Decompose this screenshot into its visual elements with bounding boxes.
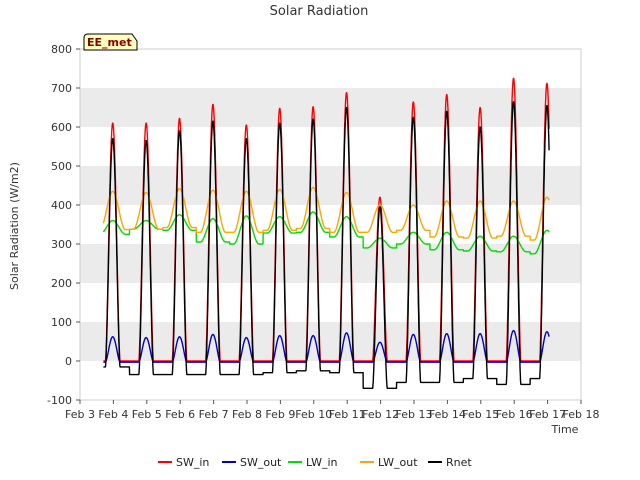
series-layer <box>102 77 550 389</box>
y-axis-label: Solar Radiation (W/m2) <box>8 162 21 290</box>
series-line-lw-in <box>102 211 550 255</box>
legend-label-sw-out: SW_out <box>240 456 282 469</box>
x-tick-label: Feb 6 <box>165 408 195 421</box>
x-tick-label: Feb 4 <box>98 408 128 421</box>
y-tick-label: 100 <box>51 316 72 329</box>
x-tick-label: Feb 15 <box>462 408 499 421</box>
x-tick-label: Feb 17 <box>529 408 566 421</box>
grid-band <box>80 322 581 361</box>
station-badge: EE_met <box>83 33 138 51</box>
x-tick-label: Feb 3 <box>65 408 95 421</box>
grid-band <box>80 244 581 283</box>
y-tick-label: 400 <box>51 199 72 212</box>
y-tick-label: 500 <box>51 160 72 173</box>
x-tick-label: Feb 11 <box>329 408 366 421</box>
x-tick-label: Feb 12 <box>362 408 399 421</box>
y-axis: -100 0 100 200 300 400 500 600 700 800 <box>47 43 80 407</box>
series-line-rnet <box>102 101 550 389</box>
x-tick-label: Feb 10 <box>295 408 332 421</box>
legend-label-lw-out: LW_out <box>378 456 418 469</box>
plot-frame <box>79 48 582 401</box>
station-badge-box <box>83 33 138 51</box>
legend-label-lw-in: LW_in <box>306 456 338 469</box>
x-tick-label: Feb 9 <box>265 408 295 421</box>
legend-label-rnet: Rnet <box>446 456 472 469</box>
x-tick-label: Feb 18 <box>563 408 600 421</box>
y-tick-label: 800 <box>51 43 72 56</box>
x-tick-label: Feb 5 <box>132 408 162 421</box>
background-bands <box>80 88 581 361</box>
y-tick-label: -100 <box>47 394 72 407</box>
y-tick-label: 600 <box>51 121 72 134</box>
grid-band <box>80 88 581 127</box>
y-tick-label: 200 <box>51 277 72 290</box>
x-tick-label: Feb 16 <box>496 408 533 421</box>
y-tick-label: 0 <box>65 355 72 368</box>
y-tick-label: 700 <box>51 82 72 95</box>
legend: SW_in SW_out LW_in LW_out Rnet <box>158 456 472 469</box>
x-axis-label: Time <box>551 423 579 436</box>
x-tick-label: Feb 7 <box>199 408 229 421</box>
grid-band <box>80 166 581 205</box>
series-line-sw-out <box>102 329 550 363</box>
x-tick-label: Feb 14 <box>429 408 466 421</box>
series-line-lw-out <box>102 186 550 241</box>
x-tick-label: Feb 8 <box>232 408 262 421</box>
legend-label-sw-in: SW_in <box>176 456 209 469</box>
x-tick-label: Feb 13 <box>396 408 433 421</box>
chart-title: Solar Radiation <box>270 4 369 19</box>
x-axis: Feb 3 Feb 4 Feb 5 Feb 6 Feb 7 Feb 8 Feb 9 Feb 1… <box>65 400 599 421</box>
y-tick-label: 300 <box>51 238 72 251</box>
station-badge-label: EE_met <box>87 36 132 49</box>
